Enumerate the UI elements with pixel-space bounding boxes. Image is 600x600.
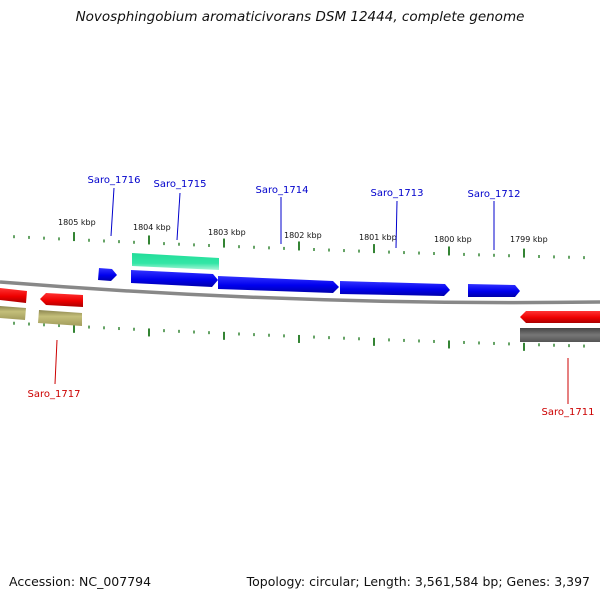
kbp-label-1802: 1802 kbp [284, 231, 322, 240]
gene-label-saro-1711[interactable]: Saro_1711 [542, 407, 595, 418]
gene-feature-saro-1711[interactable] [520, 311, 600, 323]
accession-text: Accession: NC_007794 [9, 574, 152, 589]
leader-line-saro-1716 [110, 187, 115, 237]
gene-feature-small[interactable] [98, 268, 117, 281]
genome-summary-text: Topology: circular; Length: 3,561,584 bp… [246, 574, 590, 589]
gene-label-saro-1715[interactable]: Saro_1715 [154, 179, 207, 190]
tick-marks [13, 232, 585, 351]
rna-feature[interactable] [132, 253, 219, 270]
gene-label-saro-1714[interactable]: Saro_1714 [256, 185, 309, 196]
leader-line-saro-1713 [395, 200, 398, 249]
gene-feature-left-edge[interactable] [0, 288, 27, 303]
gene-feature-saro-1715[interactable] [131, 270, 218, 287]
gene-feature-saro-1717[interactable] [40, 293, 83, 307]
gene-labels: Saro_1716 Saro_1715 Saro_1714 Saro_1713 … [28, 175, 595, 418]
kbp-label-1799: 1799 kbp [510, 235, 548, 244]
gene-label-saro-1712[interactable]: Saro_1712 [468, 189, 521, 200]
gene-feature-saro-1714[interactable] [218, 276, 339, 293]
kbp-label-1804: 1804 kbp [133, 223, 171, 232]
kbp-label-1803: 1803 kbp [208, 228, 246, 237]
kbp-labels: 1805 kbp 1804 kbp 1803 kbp 1802 kbp 1801… [58, 218, 548, 244]
kbp-label-1801: 1801 kbp [359, 233, 397, 242]
leader-line-saro-1715 [176, 192, 181, 241]
kbp-label-1805: 1805 kbp [58, 218, 96, 227]
gene-label-saro-1716[interactable]: Saro_1716 [88, 175, 141, 186]
gene-label-saro-1713[interactable]: Saro_1713 [371, 188, 424, 199]
gene-label-saro-1717[interactable]: Saro_1717 [28, 389, 81, 400]
kbp-label-1800: 1800 kbp [434, 235, 472, 244]
gene-feature-saro-1713[interactable] [340, 281, 450, 296]
forward-strand-genes [98, 268, 520, 297]
gene-feature-saro-1712[interactable] [468, 284, 520, 297]
genome-backbone [0, 280, 600, 305]
leader-line-saro-1717 [54, 339, 58, 385]
olive-feature[interactable] [38, 310, 82, 326]
gray-feature[interactable] [520, 328, 600, 342]
olive-feature-left-edge[interactable] [0, 306, 26, 320]
reverse-strand-genes [0, 288, 600, 323]
map-title: Novosphingobium aromaticivorans DSM 1244… [75, 9, 525, 25]
